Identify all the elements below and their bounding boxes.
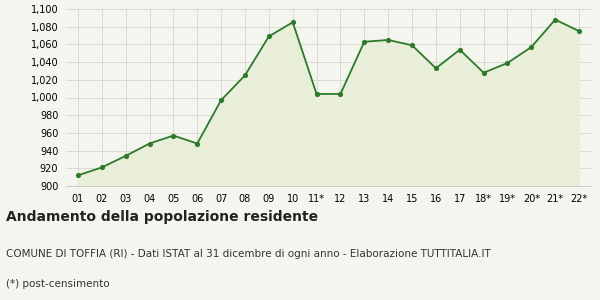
Point	[359, 39, 369, 44]
Point	[169, 133, 178, 138]
Point	[193, 141, 202, 146]
Point	[550, 17, 560, 22]
Point	[527, 45, 536, 50]
Point	[217, 98, 226, 103]
Text: COMUNE DI TOFFIA (RI) - Dati ISTAT al 31 dicembre di ogni anno - Elaborazione TU: COMUNE DI TOFFIA (RI) - Dati ISTAT al 31…	[6, 249, 491, 259]
Point	[574, 29, 584, 34]
Point	[121, 154, 130, 158]
Point	[288, 20, 298, 25]
Point	[455, 47, 464, 52]
Point	[383, 38, 393, 42]
Point	[264, 34, 274, 39]
Text: (*) post-censimento: (*) post-censimento	[6, 279, 110, 289]
Point	[240, 73, 250, 78]
Point	[97, 165, 107, 170]
Point	[503, 61, 512, 65]
Point	[407, 43, 417, 48]
Text: Andamento della popolazione residente: Andamento della popolazione residente	[6, 210, 318, 224]
Point	[73, 173, 83, 178]
Point	[312, 92, 322, 96]
Point	[431, 66, 440, 71]
Point	[145, 141, 154, 146]
Point	[335, 92, 345, 96]
Point	[479, 70, 488, 75]
